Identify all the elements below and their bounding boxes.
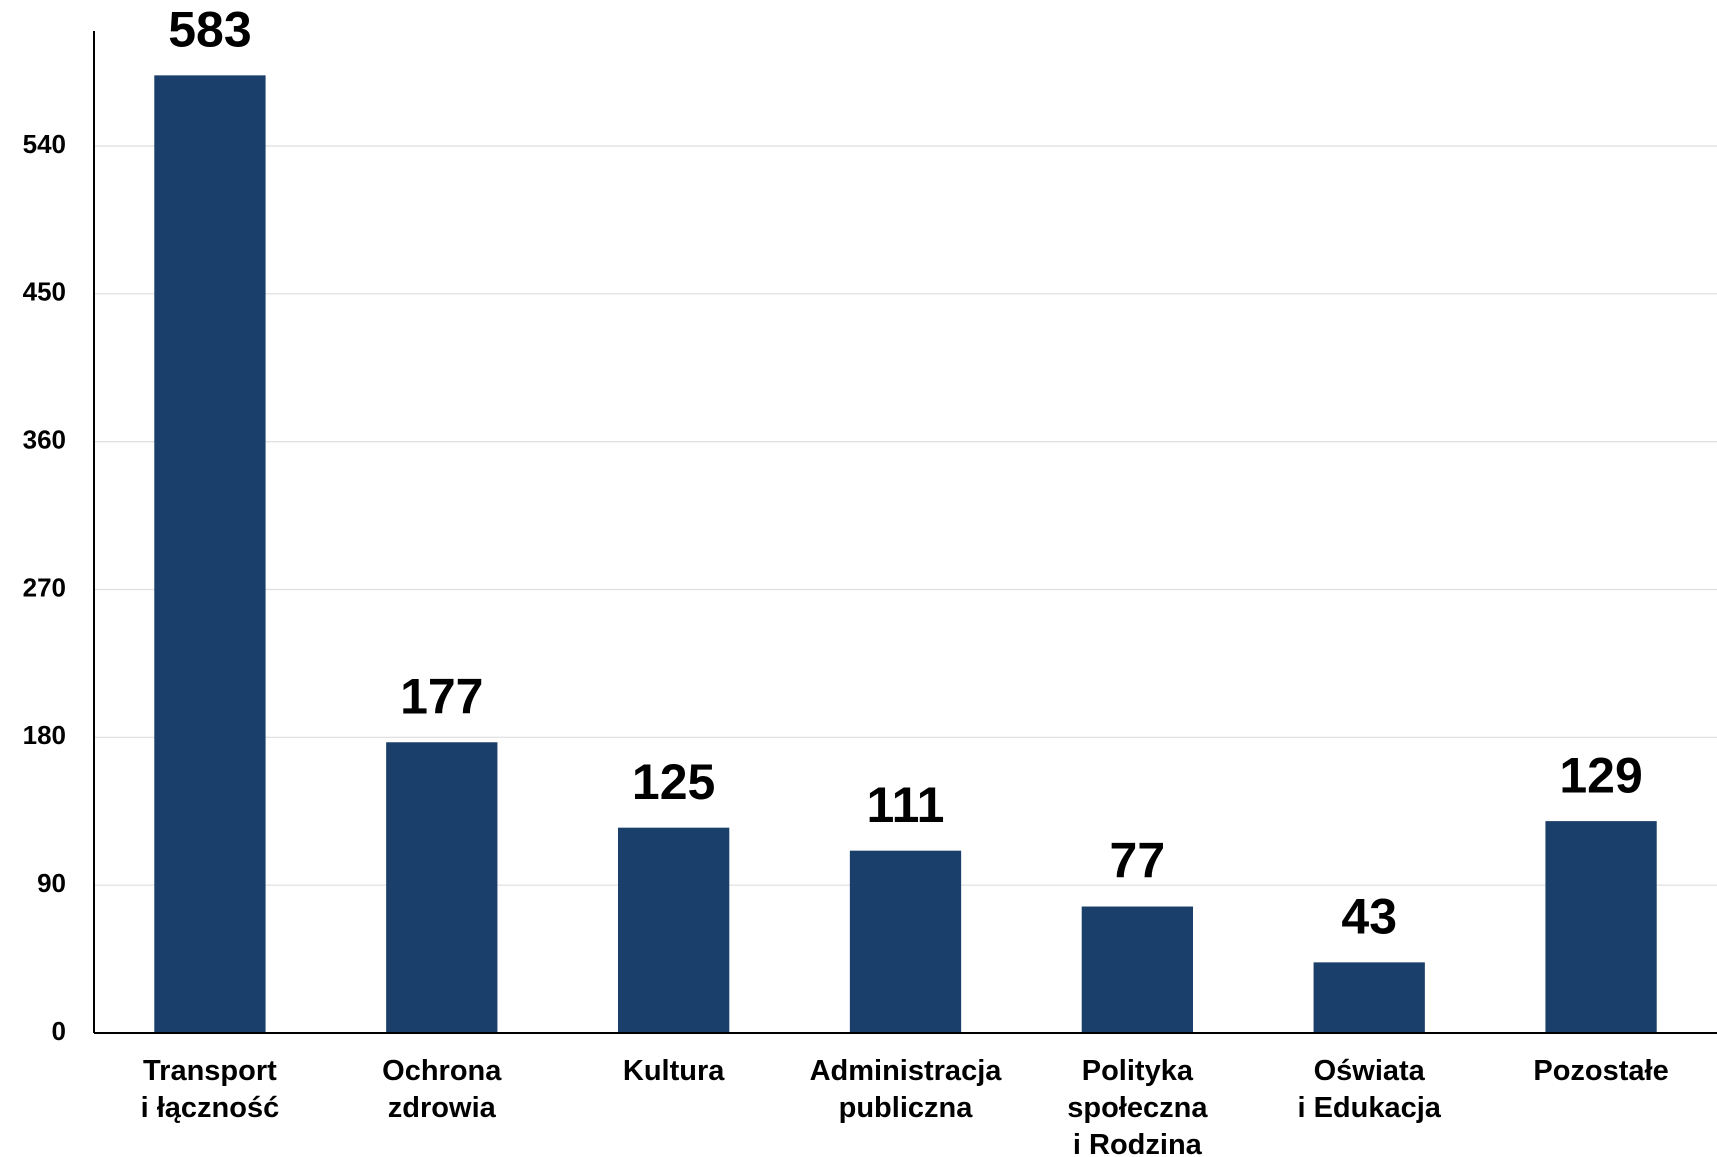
x-tick-label-line: Transport [143, 1055, 277, 1087]
x-tick-label: Ochrona zdrowia [382, 1055, 502, 1124]
x-tick-label: Transport i łączność [141, 1055, 280, 1124]
bar [849, 850, 962, 1033]
y-tick-label: 360 [23, 425, 66, 455]
x-tick-label-line: Administracja [810, 1055, 1003, 1087]
x-tick-label-line: społeczna [1067, 1092, 1208, 1124]
value-label: 43 [1341, 889, 1397, 945]
x-tick-label-line: Oświata [1314, 1055, 1426, 1087]
bar [1313, 962, 1425, 1033]
y-tick-label: 270 [23, 572, 66, 602]
x-tick-label-line: Kultura [623, 1055, 725, 1087]
bar [617, 827, 730, 1033]
x-tick-label-line: i Edukacja [1297, 1092, 1441, 1124]
x-tick-label: Polityka społeczna i Rodzina [1067, 1055, 1208, 1157]
y-tick-label: 450 [23, 277, 66, 307]
y-tick-label: 540 [23, 129, 66, 159]
x-tick-label-line: i łączność [141, 1092, 280, 1124]
y-tick-label: 180 [23, 720, 66, 750]
x-tick-label-line: publiczna [839, 1092, 974, 1124]
x-tick-label: Kultura [623, 1055, 725, 1087]
x-tick-label-line: zdrowia [388, 1092, 497, 1124]
x-tick-label-line: i Rodzina [1073, 1129, 1203, 1157]
x-tick-label: Administracja publiczna [810, 1055, 1003, 1124]
bar [154, 75, 266, 1033]
x-tick-label: Oświata i Edukacja [1297, 1055, 1441, 1124]
x-tick-label-line: Polityka [1082, 1055, 1194, 1087]
x-tick-label: Pozostałe [1533, 1055, 1668, 1087]
value-label: 583 [168, 2, 251, 58]
y-tick-label: 90 [37, 868, 66, 898]
value-label: 129 [1559, 747, 1642, 803]
y-tick-label: 0 [52, 1016, 66, 1046]
value-label: 77 [1110, 833, 1166, 889]
bar [386, 742, 498, 1033]
bar [1081, 906, 1194, 1033]
value-label: 177 [400, 668, 483, 724]
x-tick-label-line: Ochrona [382, 1055, 502, 1087]
x-tick-label-line: Pozostałe [1533, 1055, 1668, 1087]
bar [1545, 821, 1657, 1033]
value-label: 125 [632, 754, 715, 810]
value-label: 111 [867, 777, 945, 833]
